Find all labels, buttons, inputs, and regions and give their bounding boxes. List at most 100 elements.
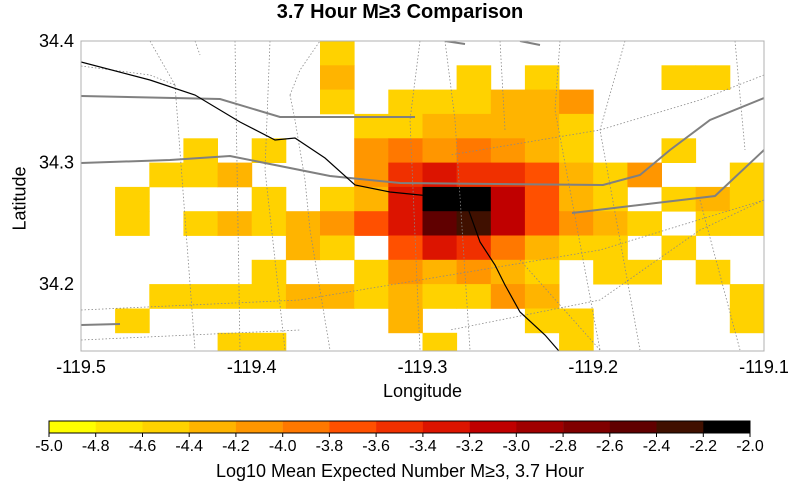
heatmap-cell	[285, 235, 321, 261]
heatmap-cell	[388, 259, 423, 285]
colorbar-tick-label: -3.8	[316, 438, 344, 455]
colorbar-swatch	[329, 421, 377, 433]
heatmap-cell	[524, 235, 560, 261]
heatmap-cell	[559, 89, 594, 115]
heatmap-cell	[627, 211, 662, 236]
colorbar-swatch	[422, 421, 470, 433]
heatmap-cell	[456, 259, 492, 285]
colorbar-tick-label: -4.6	[129, 438, 157, 455]
heatmap-cell	[559, 138, 594, 163]
heatmap-cell	[524, 89, 560, 115]
colorbar-tick-label: -2.4	[643, 438, 671, 455]
heatmap-cell	[388, 284, 423, 309]
heatmap-cell	[149, 162, 184, 188]
heatmap-cell	[524, 138, 560, 163]
colorbar	[48, 420, 751, 434]
heatmap-cell	[661, 138, 697, 163]
colorbar-swatch	[516, 421, 564, 433]
heatmap-cell	[251, 332, 287, 351]
thick-boundary-lines	[81, 41, 764, 326]
colorbar-swatch	[656, 421, 704, 433]
heatmap-cell	[524, 65, 560, 90]
heatmap-cell	[115, 211, 150, 236]
heatmap-cell	[593, 211, 628, 236]
heatmap-cell	[524, 284, 560, 309]
heatmap-cell	[388, 211, 423, 236]
heatmap-cell	[490, 259, 526, 285]
coastline	[81, 61, 560, 351]
heatmap-cell	[251, 186, 287, 212]
chart-title: 3.7 Hour M≥3 Comparison	[276, 1, 524, 23]
heatmap-cell	[490, 235, 526, 261]
heatmap-cell	[422, 211, 458, 236]
heatmap-cell	[695, 65, 731, 90]
colorbar-tick-label: -3.0	[503, 438, 531, 455]
heatmap-cell	[559, 113, 594, 139]
heatmap-cell	[490, 113, 526, 139]
heatmap-cell	[217, 284, 253, 309]
heatmap-cell	[285, 284, 321, 309]
heatmap-cell	[320, 89, 355, 115]
colorbar-tick-label: -3.4	[409, 438, 437, 455]
heatmap-cell	[183, 284, 218, 309]
heatmap-cell	[217, 162, 253, 188]
heatmap-cell	[559, 235, 594, 261]
heatmap-cell	[456, 138, 492, 163]
heatmap-cell	[524, 162, 560, 188]
heatmap-cell	[456, 89, 492, 115]
colorbar-tick-label: -2.6	[596, 438, 624, 455]
heatmap-cell	[388, 308, 423, 334]
heatmap-cell	[695, 186, 731, 212]
heatmap-cell	[456, 284, 492, 309]
heatmap-cell	[490, 138, 526, 163]
heatmap-cell	[524, 113, 560, 139]
colorbar-swatch	[703, 421, 751, 433]
heatmap-cell	[388, 138, 423, 163]
heatmap-cell	[354, 211, 389, 236]
heatmap-cell	[388, 186, 423, 212]
heatmap-cell	[388, 113, 423, 139]
y-tick-labels: 34.4 34.3 34.2	[39, 31, 74, 294]
heatmap-cell	[456, 235, 492, 261]
heatmap-cell	[251, 259, 287, 285]
heatmap-cell	[661, 65, 697, 90]
heatmap-cell	[320, 186, 355, 212]
heatmap-cell	[593, 235, 628, 261]
colorbar-swatch	[609, 421, 657, 433]
heatmap-cell	[729, 186, 764, 212]
colorbar-swatch	[235, 421, 283, 433]
heatmap-cell	[729, 308, 764, 334]
heatmap-cell	[524, 259, 560, 285]
heatmap-cell	[422, 186, 458, 212]
heatmap-cell	[559, 186, 594, 212]
colorbar-tick-label: -4.4	[175, 438, 203, 455]
heatmap-cell	[285, 211, 321, 236]
heatmap-cell	[183, 162, 218, 188]
heatmap-cell	[320, 65, 355, 90]
heatmap-cell	[320, 235, 355, 261]
heatmap-cell	[490, 211, 526, 236]
heatmap-cell	[320, 284, 355, 309]
heatmap-cell	[388, 235, 423, 261]
colorbar-swatch	[282, 421, 330, 433]
x-tick-labels: -119.5 -119.4 -119.3 -119.2 -119.1	[56, 357, 789, 377]
heatmap-cell	[388, 89, 423, 115]
colorbar-swatch	[49, 421, 96, 433]
colorbar-swatch	[189, 421, 237, 433]
heatmap-cell	[354, 138, 389, 163]
colorbar-tick-label: -5.0	[35, 438, 63, 455]
heatmap-cell	[695, 259, 731, 285]
heatmap-cell	[320, 211, 355, 236]
colorbar-tick-label: -4.2	[222, 438, 250, 455]
colorbar-swatch	[142, 421, 190, 433]
heatmap-cell	[524, 308, 560, 334]
heatmap-cell	[490, 186, 526, 212]
heatmap-cell	[354, 259, 389, 285]
colorbar-swatch	[95, 421, 143, 433]
heatmap-cell	[456, 113, 492, 139]
heatmap-cell	[729, 284, 764, 309]
heatmap-cell	[627, 259, 662, 285]
heatmap-cell	[729, 211, 764, 236]
heatmap-cell	[524, 186, 560, 212]
